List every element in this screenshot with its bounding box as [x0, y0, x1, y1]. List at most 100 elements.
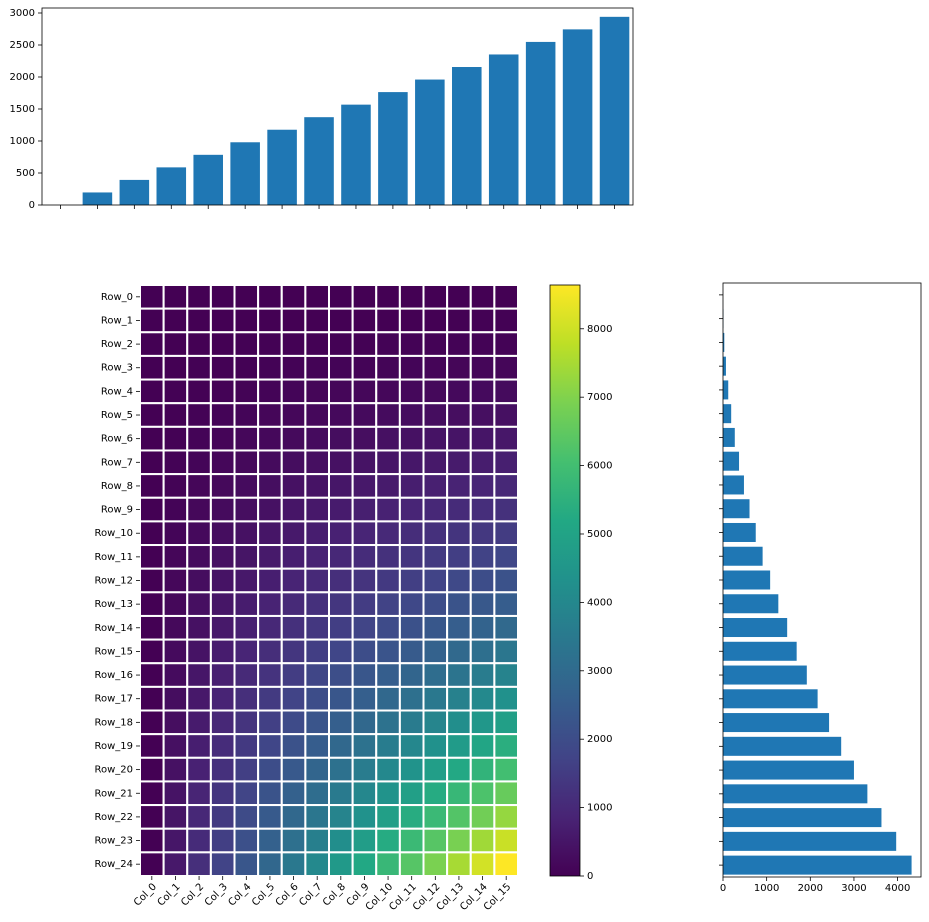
x-tick-label: 3000: [841, 883, 866, 894]
heatmap-cell: [280, 591, 307, 617]
heatmap-cell: [233, 685, 260, 712]
heatmap-cell: [186, 520, 212, 547]
heatmap-cell: [186, 544, 212, 570]
x-tick-label: Col_7: [297, 881, 324, 908]
heatmap-cell: [233, 638, 260, 665]
heatmap-cell: [209, 402, 236, 428]
heatmap-cell: [446, 520, 472, 547]
heatmap-cell: [257, 544, 283, 570]
heatmap-cell: [139, 425, 165, 452]
heatmap-cell: [493, 709, 519, 736]
heatmap-cell: [469, 496, 496, 523]
colorbar-tick-label: 2000: [587, 734, 612, 745]
heatmap-cell: [139, 378, 165, 405]
x-tick-label: 0: [720, 883, 726, 894]
y-tick-label: 3000: [10, 8, 35, 19]
heatmap-cell: [469, 331, 496, 357]
bar: [267, 129, 297, 205]
heatmap-cell: [328, 473, 354, 499]
heatmap-cell: [328, 402, 354, 428]
heatmap-cell: [233, 733, 260, 759]
heatmap-cell: [493, 284, 519, 310]
heatmap-cell: [351, 307, 378, 334]
heatmap-cell: [186, 496, 212, 523]
y-tick-label: Row_3: [101, 363, 133, 374]
heatmap-cell: [375, 354, 401, 381]
heatmap-cell: [328, 733, 354, 759]
heatmap-cell: [162, 331, 189, 357]
heatmap-cell: [422, 709, 449, 736]
heatmap-cell: [233, 378, 260, 405]
heatmap-cell: [328, 496, 354, 523]
bar: [119, 179, 150, 205]
heatmap-cell: [493, 662, 519, 688]
heatmap-cell: [162, 544, 189, 570]
heatmap-cell: [493, 449, 519, 476]
heatmap-cell: [351, 851, 378, 877]
y-tick-label: 1500: [10, 104, 35, 115]
heatmap-cell: [233, 425, 260, 452]
heatmap-cell: [257, 709, 283, 736]
heatmap-cell: [233, 614, 260, 641]
heatmap-cell: [304, 520, 330, 547]
heatmap-cell: [446, 473, 472, 499]
heatmap-cell: [209, 638, 236, 665]
colorbar-frame: [549, 284, 581, 877]
heatmap-cell: [493, 496, 519, 523]
heatmap-cell: [186, 827, 212, 854]
heatmap-cell: [304, 733, 330, 759]
heatmap-cell: [446, 307, 472, 334]
heatmap-cell: [304, 567, 330, 594]
heatmap-cell: [139, 284, 165, 310]
heatmap-cell: [139, 307, 165, 334]
bar: [723, 736, 842, 756]
heatmap-cell: [351, 567, 378, 594]
bar: [723, 641, 797, 661]
heatmap-cell: [186, 473, 212, 499]
bar: [723, 855, 912, 875]
heatmap-cell: [162, 307, 189, 334]
y-tick-label: Row_13: [94, 599, 133, 610]
heatmap-cell: [162, 425, 189, 452]
x-tick-label: Col_3: [203, 881, 230, 908]
heatmap-cell: [209, 733, 236, 759]
heatmap-cell: [351, 544, 378, 570]
heatmap-cell: [422, 614, 449, 641]
heatmap-cell: [186, 284, 212, 310]
heatmap-cell: [257, 614, 283, 641]
y-tick-label: Row_0: [101, 292, 133, 303]
heatmap-cell: [351, 591, 378, 617]
heatmap-cell: [328, 378, 354, 405]
heatmap-cell: [257, 685, 283, 712]
heatmap-cell: [257, 780, 283, 807]
heatmap-cell: [446, 756, 472, 783]
heatmap-cell: [469, 544, 496, 570]
heatmap-cell: [280, 780, 307, 807]
heatmap-cell: [446, 709, 472, 736]
heatmap-cell: [186, 851, 212, 877]
bar: [723, 522, 756, 542]
y-tick-label: Row_1: [101, 315, 133, 326]
heatmap-cell: [209, 378, 236, 405]
heatmap-cell: [233, 402, 260, 428]
heatmap-cell: [139, 638, 165, 665]
heatmap-cell: [209, 544, 236, 570]
heatmap-cell: [422, 520, 449, 547]
heatmap-cell: [469, 284, 496, 310]
heatmap-cell: [139, 449, 165, 476]
heatmap-cell: [398, 851, 425, 877]
colorbar-tick-label: 3000: [587, 666, 612, 677]
heatmap-cell: [375, 496, 401, 523]
heatmap-cell: [375, 756, 401, 783]
heatmap-cell: [257, 638, 283, 665]
heatmap-cell: [162, 496, 189, 523]
heatmap-cell: [186, 638, 212, 665]
heatmap-cell: [375, 638, 401, 665]
heatmap-cell: [493, 685, 519, 712]
heatmap-cell: [233, 662, 260, 688]
heatmap-cell: [186, 709, 212, 736]
heatmap-cell: [186, 662, 212, 688]
bar: [723, 713, 830, 733]
heatmap-cell: [493, 851, 519, 877]
heatmap-cell: [304, 709, 330, 736]
